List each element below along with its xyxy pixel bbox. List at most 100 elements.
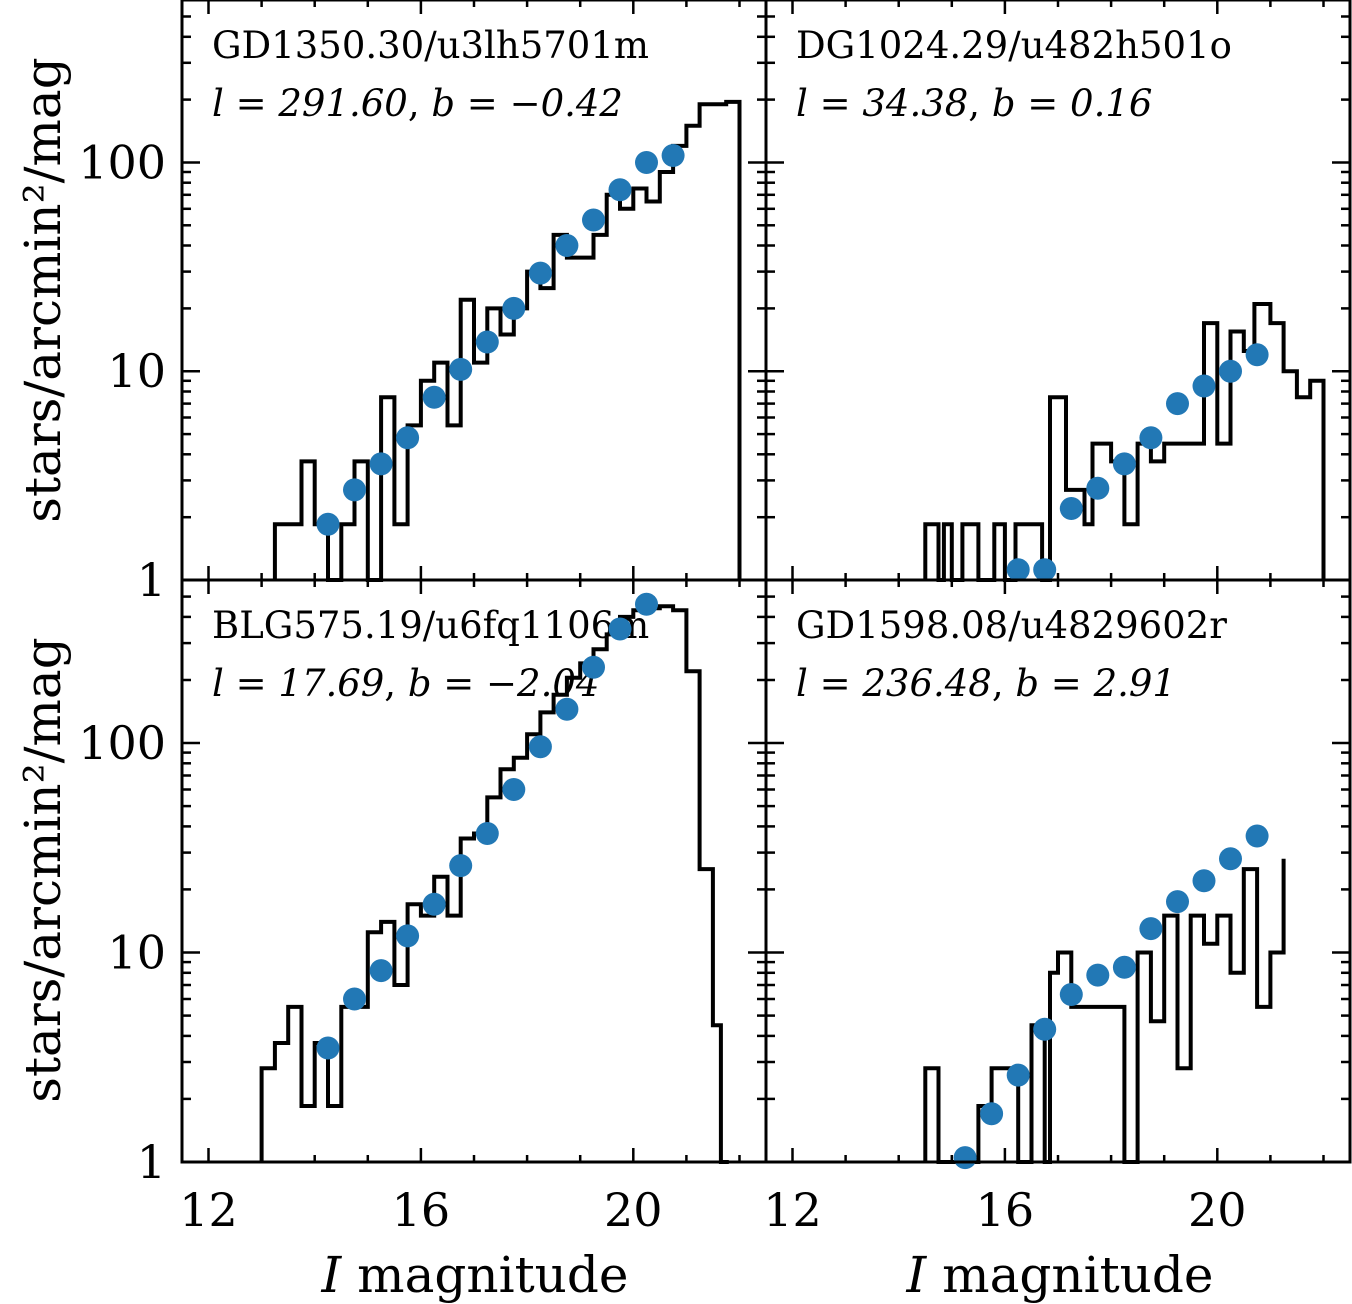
data-point bbox=[449, 854, 473, 878]
x-tick-label: 20 bbox=[1188, 1183, 1247, 1237]
data-point bbox=[475, 330, 499, 354]
panel-title: GD1598.08/u4829602r bbox=[796, 604, 1227, 647]
data-point bbox=[1219, 847, 1242, 871]
data-point bbox=[1166, 890, 1189, 914]
data-point bbox=[1059, 497, 1083, 520]
coord-sep: , bbox=[968, 82, 992, 125]
data-point bbox=[582, 208, 605, 232]
x-tick-label: 20 bbox=[604, 1183, 663, 1237]
data-point bbox=[316, 512, 340, 536]
data-point bbox=[1139, 426, 1163, 450]
histogram-series-line bbox=[923, 858, 1286, 1164]
data-point bbox=[1245, 343, 1269, 367]
coord-sep: , bbox=[384, 662, 408, 705]
data-point bbox=[555, 234, 579, 257]
histogram-series-line bbox=[923, 302, 1326, 582]
y-tick-label: 10 bbox=[107, 926, 166, 980]
panel-title: GD1350.30/u3lh5701m bbox=[212, 24, 649, 67]
data-point bbox=[1192, 869, 1216, 893]
data-point bbox=[608, 617, 632, 641]
data-point bbox=[475, 822, 499, 845]
plot-2 bbox=[764, 0, 1352, 582]
coord-b: b = −0.42 bbox=[431, 82, 623, 125]
panel-title: DG1024.29/u482h501o bbox=[796, 24, 1232, 67]
data-point bbox=[528, 735, 552, 759]
y-axis-label-top: stars/arcmin²/mag bbox=[14, 57, 72, 522]
data-point bbox=[1139, 917, 1163, 941]
data-point bbox=[555, 697, 579, 721]
data-point bbox=[422, 385, 446, 409]
panel-top-right: DG1024.29/u482h501o l = 34.38, b = 0.16 bbox=[796, 24, 1232, 125]
x-axis-text: magnitude bbox=[942, 1246, 1213, 1304]
panel-bottom-right: GD1598.08/u4829602r l = 236.48, b = 2.91 bbox=[796, 604, 1227, 705]
data-point bbox=[1059, 983, 1083, 1006]
data-point bbox=[608, 178, 632, 202]
panel-coords: l = 291.60, b = −0.42 bbox=[212, 82, 623, 125]
y-tick-label: 10 bbox=[107, 344, 166, 398]
panel-top-left: GD1350.30/u3lh5701m l = 291.60, b = −0.4… bbox=[212, 24, 649, 125]
data-point bbox=[980, 1102, 1004, 1126]
data-point bbox=[1166, 392, 1189, 416]
y-tick-label: 1 bbox=[137, 1135, 166, 1189]
y-tick-label: 100 bbox=[78, 136, 166, 190]
panel-coords: l = 17.69, b = −2.04 bbox=[212, 662, 599, 705]
panel-bottom-left: BLG575.19/u6fq1106m l = 17.69, b = −2.04 bbox=[212, 604, 649, 705]
data-point bbox=[1245, 824, 1269, 848]
x-tick-label: 12 bbox=[763, 1183, 822, 1237]
x-axis-label-left: I magnitude bbox=[321, 1246, 629, 1304]
panel-coords: l = 34.38, b = 0.16 bbox=[796, 82, 1152, 125]
data-point bbox=[396, 924, 420, 948]
data-point bbox=[502, 296, 526, 320]
data-point bbox=[449, 357, 473, 381]
data-point bbox=[1086, 476, 1110, 500]
coord-l: l = 236.48 bbox=[796, 662, 992, 705]
histogram-series-line bbox=[259, 604, 729, 1164]
data-point bbox=[1006, 1063, 1030, 1087]
y-tick-label: 1 bbox=[137, 553, 166, 607]
x-tick-label: 16 bbox=[392, 1183, 451, 1237]
plot-4: 12 16 20 bbox=[763, 578, 1352, 1237]
x-axis-space bbox=[926, 1246, 942, 1304]
x-axis-text: magnitude bbox=[357, 1246, 628, 1304]
data-point bbox=[1033, 558, 1057, 582]
data-point bbox=[422, 892, 446, 916]
coord-sep: , bbox=[408, 82, 432, 125]
data-point bbox=[1112, 955, 1136, 979]
histogram-series-line bbox=[272, 99, 742, 582]
data-point bbox=[528, 261, 552, 285]
x-axis-symbol: I bbox=[906, 1246, 928, 1304]
plot-frame bbox=[764, 578, 1352, 1164]
coord-l: l = 291.60 bbox=[212, 82, 408, 125]
x-axis-space bbox=[341, 1246, 357, 1304]
x-axis-label-right: I magnitude bbox=[906, 1246, 1214, 1304]
coord-sep: , bbox=[992, 662, 1016, 705]
x-axis-symbol: I bbox=[321, 1246, 343, 1304]
panel-coords: l = 236.48, b = 2.91 bbox=[796, 662, 1176, 705]
coord-b: b = 0.16 bbox=[992, 82, 1153, 125]
x-tick-label: 12 bbox=[179, 1183, 238, 1237]
data-point bbox=[1192, 374, 1216, 398]
data-point bbox=[369, 452, 393, 476]
data-point bbox=[635, 151, 658, 174]
data-point bbox=[369, 959, 393, 983]
coord-l: l = 34.38 bbox=[796, 82, 968, 125]
y-tick-label: 100 bbox=[78, 716, 166, 770]
data-point bbox=[661, 144, 685, 167]
coord-l: l = 17.69 bbox=[212, 662, 384, 705]
data-point bbox=[1033, 1017, 1057, 1041]
data-point bbox=[1112, 452, 1136, 476]
data-point bbox=[953, 1146, 977, 1170]
data-point bbox=[1006, 558, 1030, 582]
data-point bbox=[396, 426, 420, 450]
y-axis-label-bottom: stars/arcmin²/mag bbox=[14, 637, 72, 1102]
data-point bbox=[635, 592, 658, 616]
data-point bbox=[1219, 359, 1242, 383]
x-tick-label: 16 bbox=[976, 1183, 1035, 1237]
data-point bbox=[1086, 963, 1110, 987]
panel-title: BLG575.19/u6fq1106m bbox=[212, 604, 649, 647]
data-point bbox=[582, 655, 605, 679]
data-point bbox=[343, 478, 366, 502]
data-point bbox=[316, 1036, 340, 1060]
coord-b: b = 2.91 bbox=[1015, 662, 1176, 705]
